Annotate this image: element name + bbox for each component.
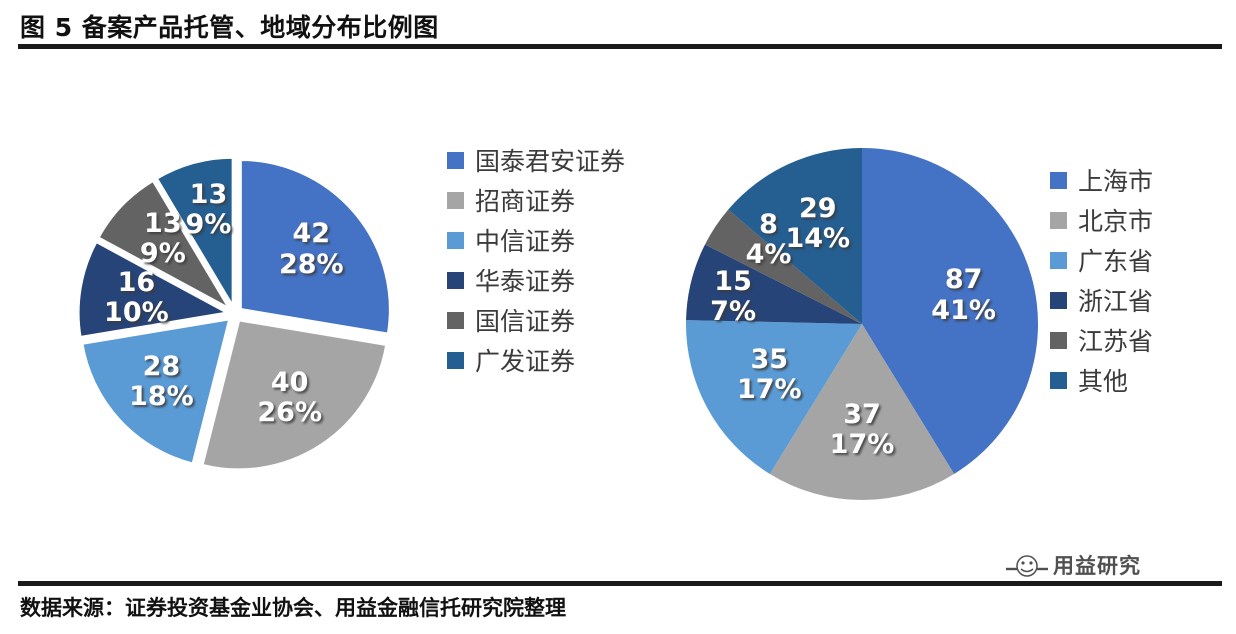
legend-item[interactable]: 国泰君安证券 (447, 140, 625, 180)
legend-color-swatch (1050, 371, 1067, 389)
legend-item[interactable]: 上海市 (1050, 160, 1153, 200)
legend-item[interactable]: 江苏省 (1050, 320, 1153, 360)
pie-slice (728, 148, 862, 324)
pie-slice (96, 178, 232, 311)
data-source-note: 数据来源：证券投资基金业协会、用益金融信托研究院整理 (20, 596, 566, 620)
legend-item-label: 广发证券 (475, 347, 576, 376)
pie-slice (686, 244, 862, 324)
title-divider-top (18, 44, 1222, 49)
legend-item[interactable]: 招商证券 (447, 180, 625, 220)
region-legend: 上海市北京市广东省浙江省江苏省其他 (1050, 160, 1153, 400)
custodian-chart-panel: 国泰君安证券 招商证券 中信证券 华泰证券 国信证券 广发证券 42 28% 40 26% 28 1… (10, 52, 660, 572)
legend-color-swatch (1050, 171, 1067, 189)
legend-color-swatch (1050, 251, 1067, 269)
legend-item[interactable]: 中信证券 (447, 220, 625, 260)
legend-item-label: 招商证券 (475, 187, 576, 216)
legend-item[interactable]: 其他 (1050, 360, 1153, 400)
legend-item[interactable]: 浙江省 (1050, 280, 1153, 320)
legend-item[interactable]: 广发证券 (447, 340, 625, 380)
legend-item-label: 华泰证券 (475, 267, 576, 296)
pie-slice (769, 324, 955, 501)
legend-color-swatch (447, 231, 464, 249)
legend-item-label: 国信证券 (475, 307, 576, 336)
pie-slice (862, 148, 1038, 474)
legend-color-swatch (1050, 331, 1067, 349)
custodian-legend: 国泰君安证券 招商证券中信证券华泰证券国信证券广发证券 (447, 140, 625, 380)
custodian-pie-chart (76, 155, 392, 472)
legend-color-swatch (447, 151, 464, 169)
legend-item[interactable]: 国信证券 (447, 300, 625, 340)
legend-item[interactable]: 北京市 (1050, 200, 1153, 240)
pie-slice (686, 320, 862, 474)
legend-item-label: 中信证券 (475, 227, 576, 256)
legend-item-label: 北京市 (1078, 207, 1154, 236)
region-chart-panel: 上海市 北京市 广东省 浙江省 江苏省 其他 87 41% 37 17% 35 17% 15 7% 8 4%… (660, 52, 1230, 572)
legend-item-label: 广东省 (1078, 247, 1154, 276)
legend-item-label: 江苏省 (1078, 327, 1154, 356)
legend-item-label: 其他 (1078, 367, 1129, 396)
pie-slice (200, 318, 389, 472)
pie-slice (154, 155, 235, 309)
legend-color-swatch (1050, 211, 1067, 229)
region-pie-chart (686, 148, 1038, 501)
legend-item-label: 上海市 (1078, 167, 1154, 196)
legend-item-label: 国泰君安证券 (475, 147, 626, 176)
legend-color-swatch (447, 271, 464, 289)
legend-color-swatch (447, 351, 464, 369)
legend-item[interactable]: 华泰证券 (447, 260, 625, 300)
page-title: 图 5 备案产品托管、地域分布比例图 (20, 13, 439, 42)
legend-item[interactable]: 广东省 (1050, 240, 1153, 280)
legend-item-label: 浙江省 (1078, 287, 1154, 316)
pie-slice (238, 157, 392, 336)
legend-color-swatch (447, 191, 464, 209)
legend-color-swatch (447, 311, 464, 329)
legend-color-swatch (1050, 291, 1067, 309)
source-divider-bottom (18, 581, 1222, 586)
pie-slice (76, 239, 230, 340)
pie-slice (705, 209, 862, 324)
pie-slice (80, 317, 232, 466)
